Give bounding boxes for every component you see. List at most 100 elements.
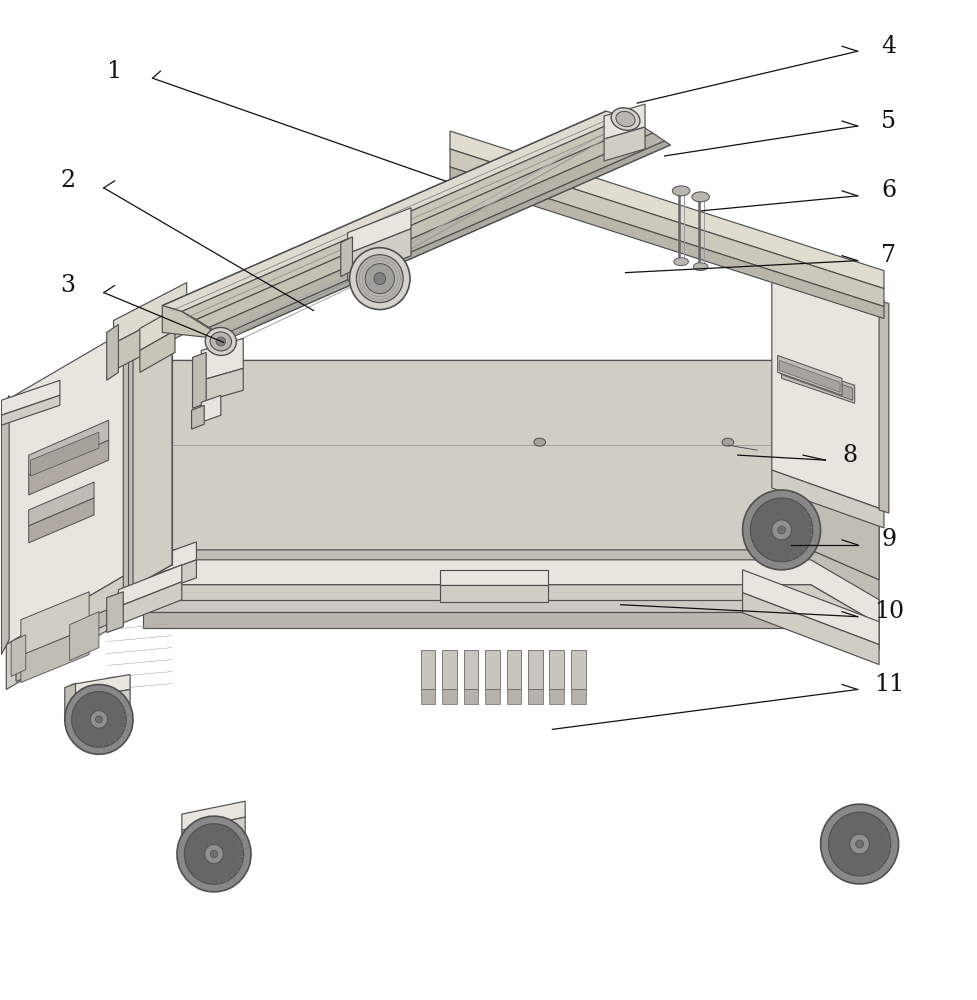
Polygon shape — [810, 360, 878, 580]
Ellipse shape — [777, 526, 785, 534]
Polygon shape — [449, 131, 883, 289]
Polygon shape — [440, 570, 547, 585]
Polygon shape — [6, 565, 143, 689]
Ellipse shape — [177, 816, 251, 892]
Polygon shape — [21, 592, 89, 656]
Text: 6: 6 — [880, 179, 896, 202]
Ellipse shape — [742, 490, 820, 570]
Polygon shape — [463, 650, 478, 689]
Ellipse shape — [64, 684, 133, 754]
Polygon shape — [60, 360, 143, 595]
Ellipse shape — [671, 186, 689, 196]
Polygon shape — [60, 575, 878, 637]
Ellipse shape — [611, 108, 639, 130]
Polygon shape — [506, 689, 521, 704]
Polygon shape — [28, 498, 94, 543]
Polygon shape — [771, 470, 883, 528]
Polygon shape — [113, 306, 187, 370]
Polygon shape — [60, 595, 143, 645]
Polygon shape — [28, 482, 94, 526]
Polygon shape — [162, 111, 625, 312]
Polygon shape — [71, 689, 130, 715]
Polygon shape — [106, 592, 123, 633]
Polygon shape — [777, 355, 841, 395]
Text: 10: 10 — [872, 600, 903, 623]
Ellipse shape — [210, 850, 218, 858]
Polygon shape — [506, 650, 521, 689]
Text: 3: 3 — [61, 274, 75, 297]
Ellipse shape — [693, 263, 707, 271]
Polygon shape — [128, 311, 172, 590]
Polygon shape — [571, 650, 585, 689]
Polygon shape — [60, 550, 878, 620]
Ellipse shape — [849, 834, 869, 854]
Polygon shape — [749, 521, 810, 545]
Polygon shape — [71, 675, 130, 699]
Ellipse shape — [356, 255, 403, 303]
Ellipse shape — [205, 327, 236, 355]
Polygon shape — [143, 612, 810, 628]
Polygon shape — [442, 689, 456, 704]
Polygon shape — [133, 542, 196, 583]
Polygon shape — [783, 363, 852, 400]
Polygon shape — [878, 301, 888, 513]
Polygon shape — [528, 689, 542, 704]
Ellipse shape — [673, 258, 688, 266]
Polygon shape — [420, 689, 435, 704]
Ellipse shape — [204, 845, 223, 863]
Polygon shape — [201, 338, 243, 380]
Ellipse shape — [373, 273, 385, 285]
Polygon shape — [1, 395, 9, 655]
Polygon shape — [60, 360, 878, 585]
Polygon shape — [182, 801, 245, 830]
Polygon shape — [449, 149, 883, 307]
Polygon shape — [347, 208, 410, 254]
Ellipse shape — [855, 840, 863, 848]
Polygon shape — [781, 360, 854, 403]
Polygon shape — [182, 117, 640, 320]
Ellipse shape — [71, 691, 126, 747]
Polygon shape — [21, 628, 89, 682]
Polygon shape — [64, 683, 75, 721]
Ellipse shape — [691, 192, 708, 202]
Polygon shape — [6, 320, 143, 645]
Polygon shape — [1, 380, 60, 415]
Polygon shape — [11, 635, 25, 677]
Ellipse shape — [721, 438, 733, 446]
Polygon shape — [571, 689, 585, 704]
Ellipse shape — [349, 248, 409, 310]
Polygon shape — [118, 582, 182, 625]
Ellipse shape — [364, 264, 394, 294]
Polygon shape — [133, 560, 196, 601]
Polygon shape — [191, 405, 204, 429]
Text: 7: 7 — [880, 244, 896, 267]
Polygon shape — [463, 689, 478, 704]
Ellipse shape — [90, 711, 107, 728]
Polygon shape — [442, 650, 456, 689]
Polygon shape — [28, 440, 108, 495]
Ellipse shape — [210, 332, 232, 351]
Polygon shape — [1, 395, 60, 425]
Text: 11: 11 — [872, 673, 903, 696]
Polygon shape — [123, 334, 133, 594]
Text: 1: 1 — [106, 60, 121, 83]
Polygon shape — [440, 585, 547, 602]
Polygon shape — [485, 650, 499, 689]
Polygon shape — [106, 324, 118, 380]
Polygon shape — [143, 360, 810, 550]
Ellipse shape — [828, 812, 890, 876]
Polygon shape — [201, 368, 243, 402]
Polygon shape — [16, 647, 28, 681]
Polygon shape — [113, 283, 187, 343]
Polygon shape — [30, 432, 99, 476]
Text: 2: 2 — [60, 169, 75, 192]
Ellipse shape — [216, 337, 226, 346]
Polygon shape — [749, 505, 810, 528]
Polygon shape — [449, 167, 883, 319]
Polygon shape — [604, 104, 645, 139]
Polygon shape — [528, 650, 542, 689]
Polygon shape — [118, 565, 182, 607]
Polygon shape — [485, 689, 499, 704]
Text: 4: 4 — [880, 35, 896, 58]
Polygon shape — [742, 570, 878, 645]
